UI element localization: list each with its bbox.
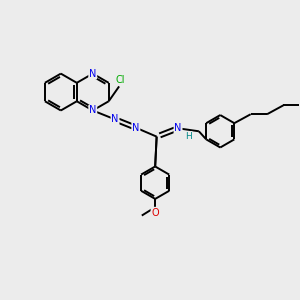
Text: N: N [89, 69, 96, 79]
Text: N: N [174, 123, 182, 133]
Text: O: O [152, 208, 159, 218]
Text: H: H [185, 132, 192, 141]
Text: N: N [111, 114, 119, 124]
Text: N: N [89, 106, 96, 116]
Text: Cl: Cl [116, 75, 125, 85]
Text: N: N [132, 123, 140, 133]
